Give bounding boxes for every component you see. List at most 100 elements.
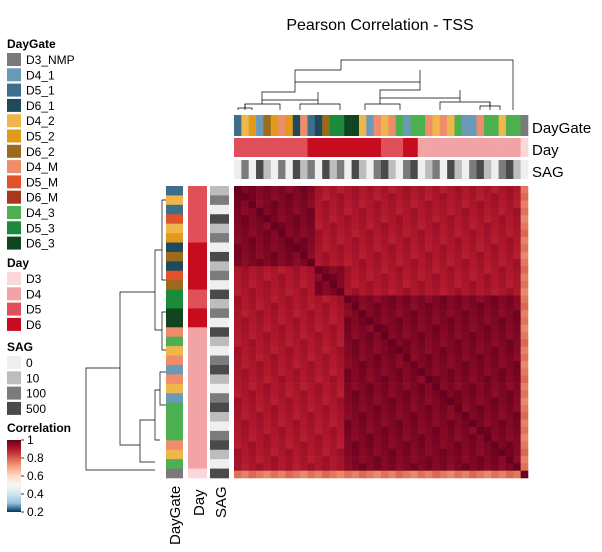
- heatmap-cell: [344, 302, 352, 311]
- heatmap-cell: [439, 207, 448, 216]
- col-sag-cell: [292, 160, 301, 179]
- heatmap-cell: [381, 244, 389, 252]
- col-day-cell: [366, 138, 374, 157]
- heatmap-cell: [483, 280, 492, 289]
- heatmap-cell: [498, 332, 507, 340]
- heatmap-cell: [447, 353, 455, 362]
- heatmap-cell: [373, 237, 382, 245]
- heatmap-cell: [322, 346, 330, 355]
- heatmap-cell: [263, 470, 272, 479]
- heatmap-cell: [285, 295, 294, 304]
- heatmap-cell: [498, 375, 507, 384]
- heatmap-cell: [234, 288, 242, 296]
- heatmap-cell: [410, 237, 419, 245]
- heatmap-cell: [285, 207, 294, 216]
- col-day-cell: [476, 138, 485, 157]
- heatmap-cell: [505, 317, 514, 325]
- heatmap-cell: [344, 259, 352, 267]
- heatmap-cell: [358, 383, 367, 391]
- heatmap-cell: [439, 412, 448, 420]
- heatmap-cell: [278, 273, 286, 282]
- heatmap-cell: [307, 229, 316, 238]
- heatmap-cell: [366, 368, 374, 377]
- col-day-cell: [454, 138, 463, 157]
- heatmap-cell: [381, 397, 389, 406]
- heatmap-cell: [351, 470, 360, 479]
- legend-daygate-label: D4_2: [26, 114, 55, 128]
- heatmap-cell: [322, 302, 330, 311]
- heatmap-cell: [469, 361, 477, 369]
- heatmap-cell: [498, 280, 507, 289]
- legend-daygate-swatch: [7, 206, 21, 219]
- heatmap-cell: [234, 244, 242, 252]
- heatmap-cell: [248, 332, 257, 340]
- heatmap-cell: [513, 332, 521, 340]
- heatmap-cell: [256, 222, 264, 231]
- column-annotations: [234, 115, 529, 179]
- heatmap-cell: [395, 222, 404, 231]
- legend-daygate-label: D5_2: [26, 130, 55, 144]
- heatmap-cell: [322, 332, 330, 340]
- heatmap-cell: [447, 324, 455, 333]
- col-day-cell: [285, 138, 294, 157]
- row-daygate-cell: [166, 308, 183, 319]
- heatmap-cell: [381, 346, 389, 355]
- heatmap-cell: [351, 448, 360, 457]
- row-daygate-cell: [166, 327, 183, 338]
- heatmap-cell: [513, 237, 521, 245]
- heatmap-cell: [513, 251, 521, 260]
- heatmap-cell: [505, 448, 514, 457]
- heatmap-cell: [351, 237, 360, 245]
- legend-daygate-swatch: [7, 175, 21, 189]
- row-sag-cell: [210, 204, 229, 215]
- row-daygate-cell: [166, 449, 183, 460]
- heatmap-cell: [351, 346, 360, 355]
- heatmap-cell: [417, 339, 426, 347]
- heatmap-cell: [373, 310, 382, 318]
- heatmap-cell: [336, 302, 345, 311]
- heatmap-cell: [432, 295, 441, 304]
- heatmap-cell: [336, 259, 345, 267]
- heatmap-cell: [454, 266, 463, 274]
- heatmap-cell: [278, 441, 286, 450]
- heatmap-cell: [483, 339, 492, 347]
- heatmap-cell: [439, 405, 448, 413]
- col-day-cell: [381, 138, 389, 157]
- legend-sag-label: 10: [26, 371, 40, 385]
- heatmap-cell: [241, 295, 249, 304]
- heatmap-cell: [314, 346, 323, 355]
- heatmap-cell: [454, 280, 463, 289]
- heatmap-cell: [322, 266, 330, 274]
- row-sag-cell: [210, 374, 229, 385]
- heatmap-cell: [505, 215, 514, 223]
- heatmap-cell: [381, 441, 389, 450]
- legend-sag-label: 500: [26, 402, 46, 416]
- heatmap-cell: [351, 280, 360, 289]
- heatmap-cell: [263, 361, 272, 369]
- row-day-cell: [188, 393, 207, 403]
- heatmap-cell: [322, 390, 330, 398]
- heatmap-cell: [381, 295, 389, 304]
- heatmap-cell: [366, 419, 374, 428]
- heatmap-cell: [292, 266, 301, 274]
- heatmap-cell: [439, 237, 448, 245]
- heatmap-cell: [447, 244, 455, 252]
- heatmap-cell: [366, 310, 374, 318]
- heatmap-cell: [417, 332, 426, 340]
- heatmap-cell: [432, 463, 441, 471]
- heatmap-cell: [447, 310, 455, 318]
- row-daygate-cell: [166, 317, 183, 328]
- heatmap-cell: [351, 434, 360, 442]
- heatmap-cell: [483, 259, 492, 267]
- heatmap-cell: [483, 200, 492, 209]
- heatmap-cell: [520, 397, 529, 406]
- row-sag-cell: [210, 289, 229, 300]
- heatmap-cell: [476, 215, 485, 223]
- col-sag-cell: [469, 160, 477, 179]
- col-sag-cell: [307, 160, 316, 179]
- heatmap-cell: [270, 310, 279, 318]
- heatmap-cell: [447, 346, 455, 355]
- col-daygate-cell: [351, 115, 360, 136]
- heatmap-cell: [285, 346, 294, 355]
- heatmap-cell: [491, 259, 499, 267]
